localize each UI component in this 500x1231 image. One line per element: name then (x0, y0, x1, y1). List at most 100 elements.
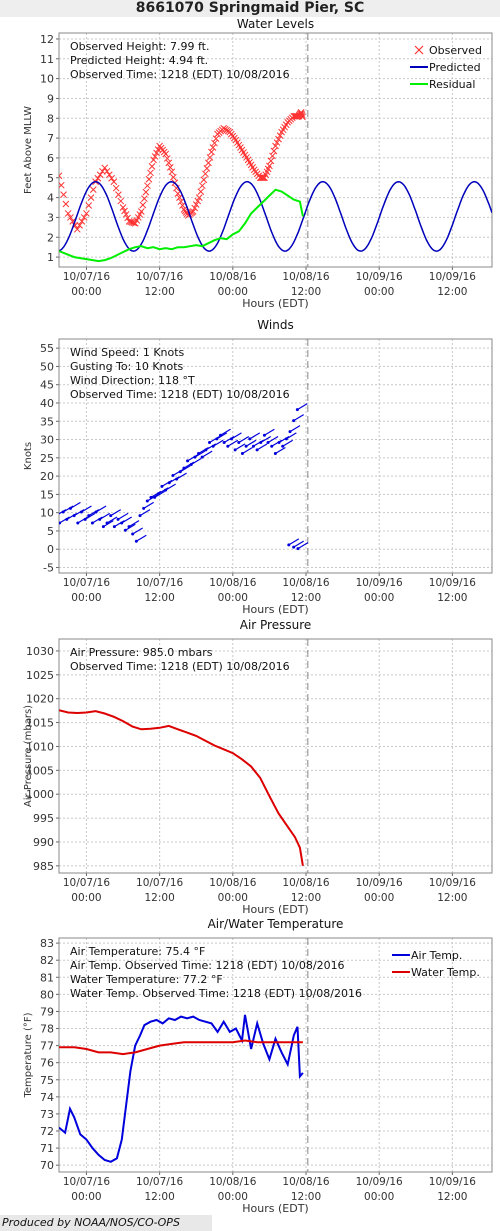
observed-point (206, 154, 214, 161)
x-tick-label: 00:00 (71, 286, 101, 298)
x-tick-label: 12:00 (437, 1191, 467, 1203)
info-text: Predicted Height: 4.94 ft. (70, 54, 208, 67)
x-tick-label: 12:00 (291, 892, 321, 904)
wind-barb (198, 447, 209, 455)
wind-barb (88, 509, 100, 517)
wind-point (171, 473, 175, 477)
wind-point (94, 510, 98, 514)
wind-point (65, 517, 69, 521)
wind-point (204, 448, 208, 452)
y-tick-label: 74 (40, 1091, 54, 1104)
observed-point (142, 188, 150, 196)
wind-point (68, 506, 72, 510)
wind-point (186, 459, 190, 463)
chart-panel-3: Air Pressure 985 990 995 1000 1005 1010 1015 102… (23, 618, 493, 916)
wind-barb (168, 476, 180, 484)
wind-point (116, 517, 120, 521)
x-tick-label: 12:00 (437, 286, 467, 298)
observed-point (112, 184, 120, 192)
wind-barb (267, 436, 279, 444)
observed-point (115, 191, 122, 198)
y-tick-label: 7 (47, 132, 54, 145)
wind-point (229, 437, 233, 441)
observed-point (60, 191, 67, 198)
y-tick-label: 80 (40, 988, 54, 1001)
observed-point (205, 159, 212, 167)
observed-point (67, 214, 74, 221)
y-tick-label: 5 (47, 172, 54, 185)
y-tick-label: 4 (47, 192, 54, 205)
x-tick-label: 10/07/16 (63, 577, 110, 589)
y-tick-label: 9 (47, 92, 54, 105)
wind-barb (293, 540, 304, 548)
wind-point (120, 521, 124, 525)
wind-point (295, 408, 299, 412)
x-tick-label: 10/08/16 (282, 877, 329, 889)
chart-panel-1: Water Levels12345678910111210/07/1600:00… (23, 17, 493, 310)
wind-point (76, 521, 80, 525)
wind-point (222, 441, 226, 445)
y-tick-label: 73 (40, 1108, 54, 1121)
x-tick-label: 12:00 (144, 592, 174, 604)
legend-label: Observed (429, 44, 482, 57)
y-tick-label: 990 (33, 836, 54, 849)
info-text: Observed Time: 1218 (EDT) 10/08/2016 (70, 68, 290, 81)
observed-point (200, 176, 208, 184)
observed-point (139, 201, 147, 209)
series-group (59, 1014, 304, 1163)
observed-point (276, 132, 284, 139)
wind-barb (278, 436, 290, 444)
x-tick-label: 10/08/16 (282, 1176, 329, 1188)
wind-point (142, 506, 146, 510)
wind-barb (172, 468, 184, 476)
y-tick-label: 77 (40, 1040, 54, 1053)
wind-barb (293, 414, 304, 422)
plot-frame (58, 937, 493, 1173)
observed-point (89, 186, 97, 194)
x-tick-label: 12:00 (437, 892, 467, 904)
observed-point (203, 164, 211, 172)
wind-point (273, 452, 277, 456)
observed-point (105, 171, 113, 179)
x-tick-label: 12:00 (291, 286, 321, 298)
x-tick-label: 10/09/16 (429, 271, 476, 283)
predicted-line (59, 180, 492, 252)
wind-barb (231, 432, 242, 440)
chart-title: Water Levels (237, 17, 314, 31)
observed-point (267, 157, 275, 165)
plot-frame (58, 338, 493, 574)
legend-label: Water Temp. (411, 966, 480, 979)
wind-barb (59, 516, 70, 524)
observed-point (145, 175, 153, 183)
observed-point (148, 163, 156, 170)
x-tick-label: 00:00 (218, 592, 248, 604)
wind-point (145, 499, 149, 503)
info-text: Water Temperature: 77.2 °F (70, 973, 223, 986)
wind-point (288, 430, 292, 434)
observed-point (80, 214, 88, 221)
wind-point (134, 539, 138, 543)
observed-point (273, 139, 281, 146)
wind-barb (245, 439, 257, 447)
wind-point (175, 477, 179, 481)
wind-barb (99, 512, 111, 520)
wind-barb (70, 501, 81, 509)
wind-point (226, 444, 230, 448)
wind-point (101, 525, 105, 529)
y-tick-label: 1015 (26, 717, 54, 730)
wind-barb (73, 509, 85, 517)
y-tick-label: 70 (40, 1159, 54, 1172)
wind-point (259, 441, 263, 445)
x-tick-label: 10/08/16 (282, 577, 329, 589)
observed-point (191, 204, 199, 212)
wind-barb (121, 516, 133, 524)
y-tick-label: 82 (40, 954, 54, 967)
observed-point (189, 208, 197, 215)
wind-barb (117, 512, 129, 520)
series-group (59, 709, 304, 866)
wind-point (208, 441, 212, 445)
x-tick-label: 12:00 (144, 286, 174, 298)
x-tick-label: 10/08/16 (209, 577, 256, 589)
wind-point (296, 547, 300, 551)
y-tick-label: 35 (40, 415, 54, 428)
